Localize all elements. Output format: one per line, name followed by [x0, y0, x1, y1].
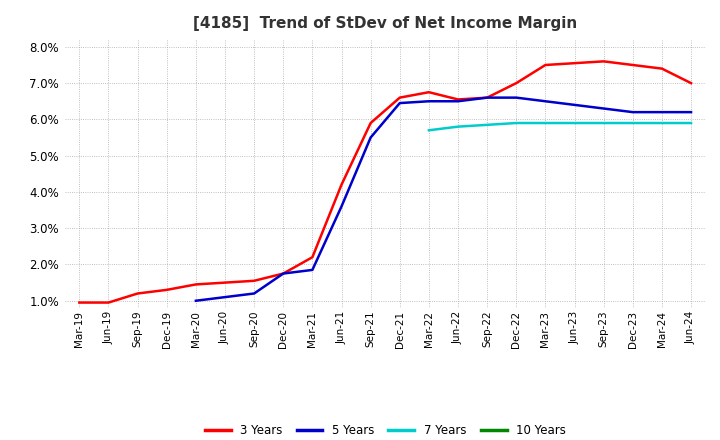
- Line: 5 Years: 5 Years: [196, 98, 691, 301]
- 7 Years: [483, 122, 492, 128]
- 5 Years: [366, 135, 375, 140]
- 5 Years: [395, 100, 404, 106]
- 5 Years: [629, 110, 637, 115]
- 3 Years: [454, 97, 462, 102]
- 7 Years: [599, 121, 608, 126]
- 3 Years: [541, 62, 550, 68]
- 7 Years: [454, 124, 462, 129]
- 7 Years: [687, 121, 696, 126]
- 3 Years: [308, 255, 317, 260]
- 7 Years: [512, 121, 521, 126]
- 7 Years: [629, 121, 637, 126]
- 5 Years: [220, 294, 229, 300]
- 5 Years: [657, 110, 666, 115]
- 7 Years: [570, 121, 579, 126]
- 7 Years: [657, 121, 666, 126]
- 5 Years: [454, 99, 462, 104]
- 7 Years: [541, 121, 550, 126]
- 5 Years: [425, 99, 433, 104]
- 3 Years: [366, 121, 375, 126]
- Line: 7 Years: 7 Years: [429, 123, 691, 130]
- Title: [4185]  Trend of StDev of Net Income Margin: [4185] Trend of StDev of Net Income Marg…: [193, 16, 577, 32]
- 3 Years: [483, 95, 492, 100]
- 5 Years: [308, 267, 317, 272]
- 3 Years: [279, 271, 287, 276]
- 3 Years: [599, 59, 608, 64]
- 3 Years: [687, 81, 696, 86]
- 3 Years: [163, 287, 171, 293]
- 3 Years: [220, 280, 229, 285]
- 7 Years: [425, 128, 433, 133]
- 3 Years: [570, 61, 579, 66]
- 3 Years: [425, 90, 433, 95]
- 5 Years: [599, 106, 608, 111]
- 5 Years: [279, 271, 287, 276]
- Legend: 3 Years, 5 Years, 7 Years, 10 Years: 3 Years, 5 Years, 7 Years, 10 Years: [200, 419, 570, 440]
- 3 Years: [337, 182, 346, 187]
- 5 Years: [541, 99, 550, 104]
- 3 Years: [133, 291, 142, 296]
- 5 Years: [570, 102, 579, 107]
- 3 Years: [629, 62, 637, 68]
- 3 Years: [192, 282, 200, 287]
- 5 Years: [512, 95, 521, 100]
- 3 Years: [250, 278, 258, 283]
- 5 Years: [250, 291, 258, 296]
- 3 Years: [512, 81, 521, 86]
- 5 Years: [687, 110, 696, 115]
- 5 Years: [337, 204, 346, 209]
- 3 Years: [657, 66, 666, 71]
- 3 Years: [104, 300, 113, 305]
- 3 Years: [395, 95, 404, 100]
- 3 Years: [75, 300, 84, 305]
- 5 Years: [483, 95, 492, 100]
- Line: 3 Years: 3 Years: [79, 61, 691, 303]
- 5 Years: [192, 298, 200, 304]
